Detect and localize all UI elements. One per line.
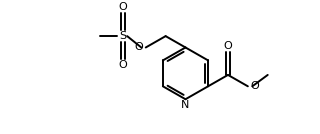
Text: O: O <box>251 81 259 91</box>
Text: N: N <box>181 100 190 110</box>
Text: O: O <box>134 42 143 52</box>
Text: O: O <box>118 2 127 12</box>
Text: S: S <box>119 31 126 41</box>
Text: O: O <box>224 41 232 51</box>
Text: O: O <box>118 60 127 70</box>
